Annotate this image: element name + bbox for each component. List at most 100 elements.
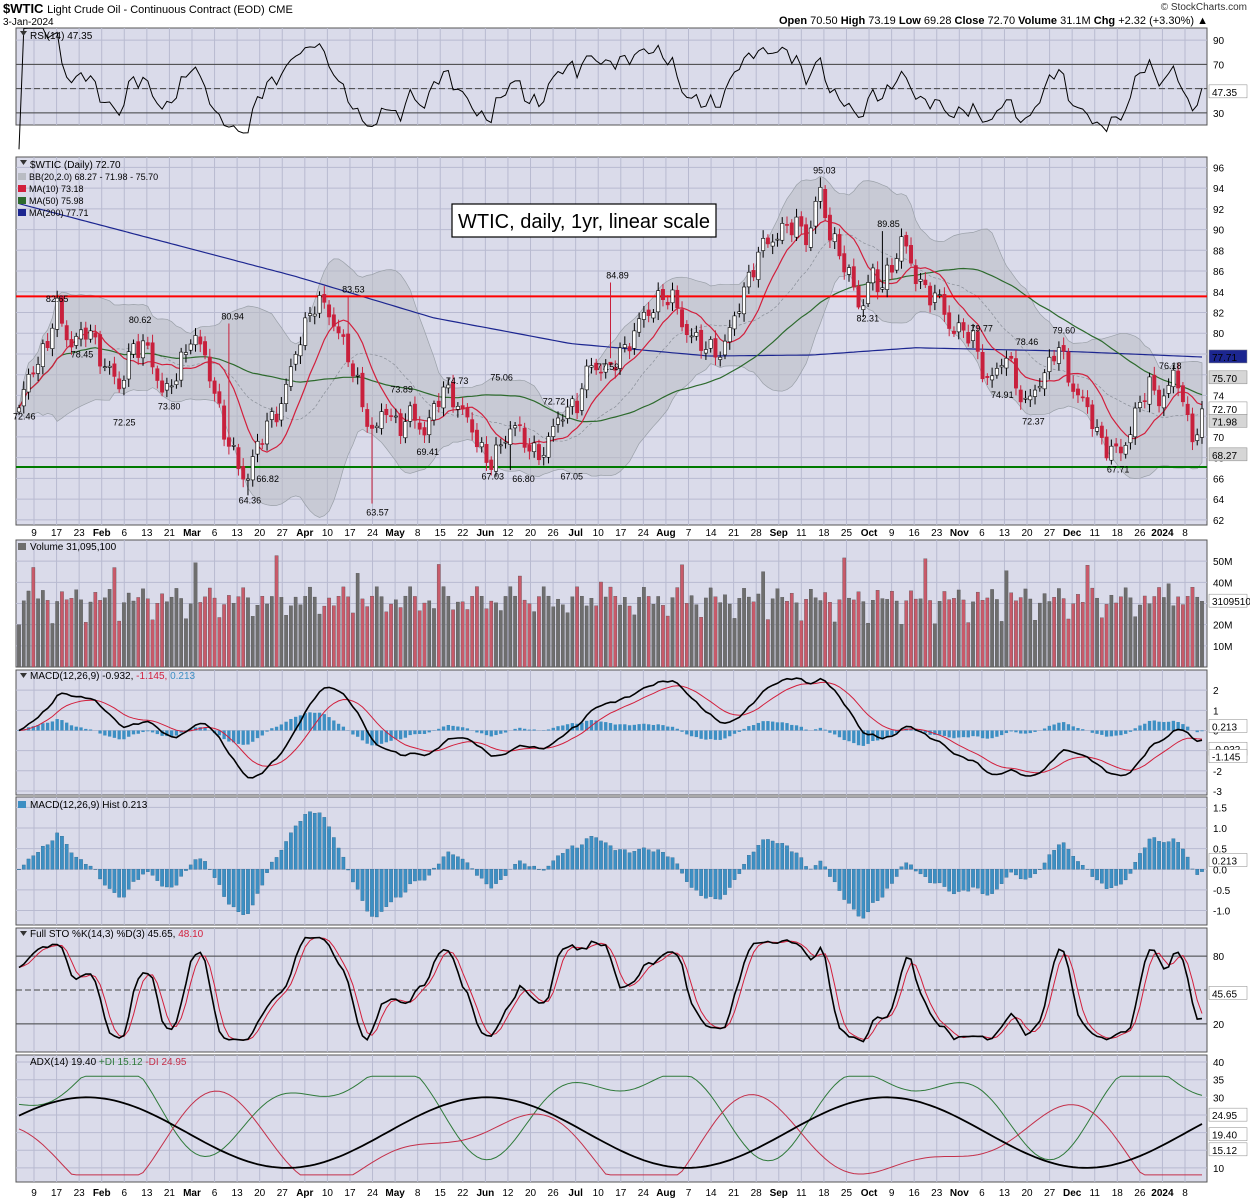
sto-value-tag-text: 45.65 [1212,989,1237,1000]
hist-bar [465,862,470,870]
volume-bar [952,598,956,668]
candle-body [503,441,508,444]
price-candle [856,280,861,310]
x-tick-label: 10 [593,528,605,539]
candle-body [889,265,894,273]
candle-body [904,235,909,247]
macd-hist-bar [146,730,150,732]
price-candle [861,299,866,318]
price-candle [398,408,403,444]
hist-bar [1162,842,1166,870]
price-candle [794,208,799,241]
candle-body [64,325,69,341]
close-value: 72.70 [987,15,1016,27]
candle-body [317,295,322,314]
volume-bar [708,587,713,668]
symbol: $WTIC [3,1,44,16]
hist-bar [685,869,689,882]
volume-bar [312,596,317,668]
volume-bar [1042,593,1047,668]
macd-hist-bar [790,724,794,731]
volume-bar [1162,597,1166,668]
hist-bar [866,869,870,913]
di-minus-line [18,1090,1202,1176]
macd-hist-bar [308,712,312,731]
bb-upper-value-tag-box [1208,370,1248,385]
macd-hist-bar [107,730,112,737]
hist-bar [1095,869,1099,881]
candle-body [1023,397,1028,400]
hist-bar [990,869,994,894]
y-tick-label: 92 [1213,205,1225,216]
credit-link[interactable]: © StockCharts.com [1160,2,1247,13]
x-tick-label: Nov [950,1188,969,1199]
volume-bar [1080,602,1085,668]
price-candle [136,333,141,365]
hist-bar [141,869,145,875]
price-candle [589,357,594,374]
x-tick-label: 6 [979,1188,985,1199]
y-tick-label: 30 [1213,1093,1225,1104]
candle-body [59,295,64,324]
price-candle [79,321,83,347]
volume-bar [41,590,45,668]
hist-bar [642,847,646,870]
price-candle [656,282,661,321]
volume-bar [761,571,765,668]
hist-bar [1152,837,1157,870]
volume-bar [1095,597,1099,668]
price-candle [164,377,169,398]
macd-hist-bar [446,725,450,731]
hist-bar [289,832,293,870]
price-candle [985,373,990,385]
price-candle [1104,429,1109,461]
candle-body [675,289,680,309]
macd-hist-bar [1114,730,1118,736]
macd-hist-bar [150,730,155,733]
x-tick-label: 21 [164,528,176,539]
volume-bar [241,587,246,668]
volume-bar [642,587,646,668]
volume-bar [694,604,699,668]
hist-bar [322,817,327,870]
price-candle [55,290,60,338]
candle-body [813,201,818,227]
x-tick-label: 25 [841,1188,853,1199]
x-tick-label: 20 [1021,1188,1033,1199]
price-title: $WTIC (Daily) 72.70 [30,160,121,171]
macd-hist-bar [1062,722,1066,731]
macd-hist-bar [189,729,193,731]
candle-body [618,347,623,369]
price-candle [818,177,823,209]
candle-body [818,187,823,202]
hist-bar [50,840,55,870]
volume-bar [465,609,470,668]
hist-bar [136,869,141,880]
candle-body [613,367,618,371]
hist-bar [909,864,913,870]
macd-hist-bar [169,730,174,737]
volume-bar [885,599,889,668]
candle-body [627,346,632,352]
price-candle [584,359,589,399]
volume-bar [1166,583,1171,668]
macd-hist-bar [1042,728,1047,731]
candle-body [785,224,789,226]
x-tick-label: Oct [861,528,878,539]
price-candle [1047,349,1052,380]
price-candle [732,311,737,336]
price-peak-label: 73.89 [390,385,413,395]
price-candle [661,284,665,307]
price-peak-label: 72.37 [1022,416,1045,426]
price-candle [885,257,890,298]
rsi-value-tag: 47.35 [1208,84,1248,99]
macd-hist-bar [880,730,885,740]
macd-hist-bar [713,730,718,740]
price-candle [990,367,995,388]
macd-signal-tag-text: -1.145 [1212,753,1241,764]
price-candle [570,395,575,415]
x-tick-label: 8 [1182,1188,1188,1199]
candle-body [966,332,971,344]
macd-hist-tag: 0.213 [1208,719,1248,733]
candle-body [975,331,980,352]
